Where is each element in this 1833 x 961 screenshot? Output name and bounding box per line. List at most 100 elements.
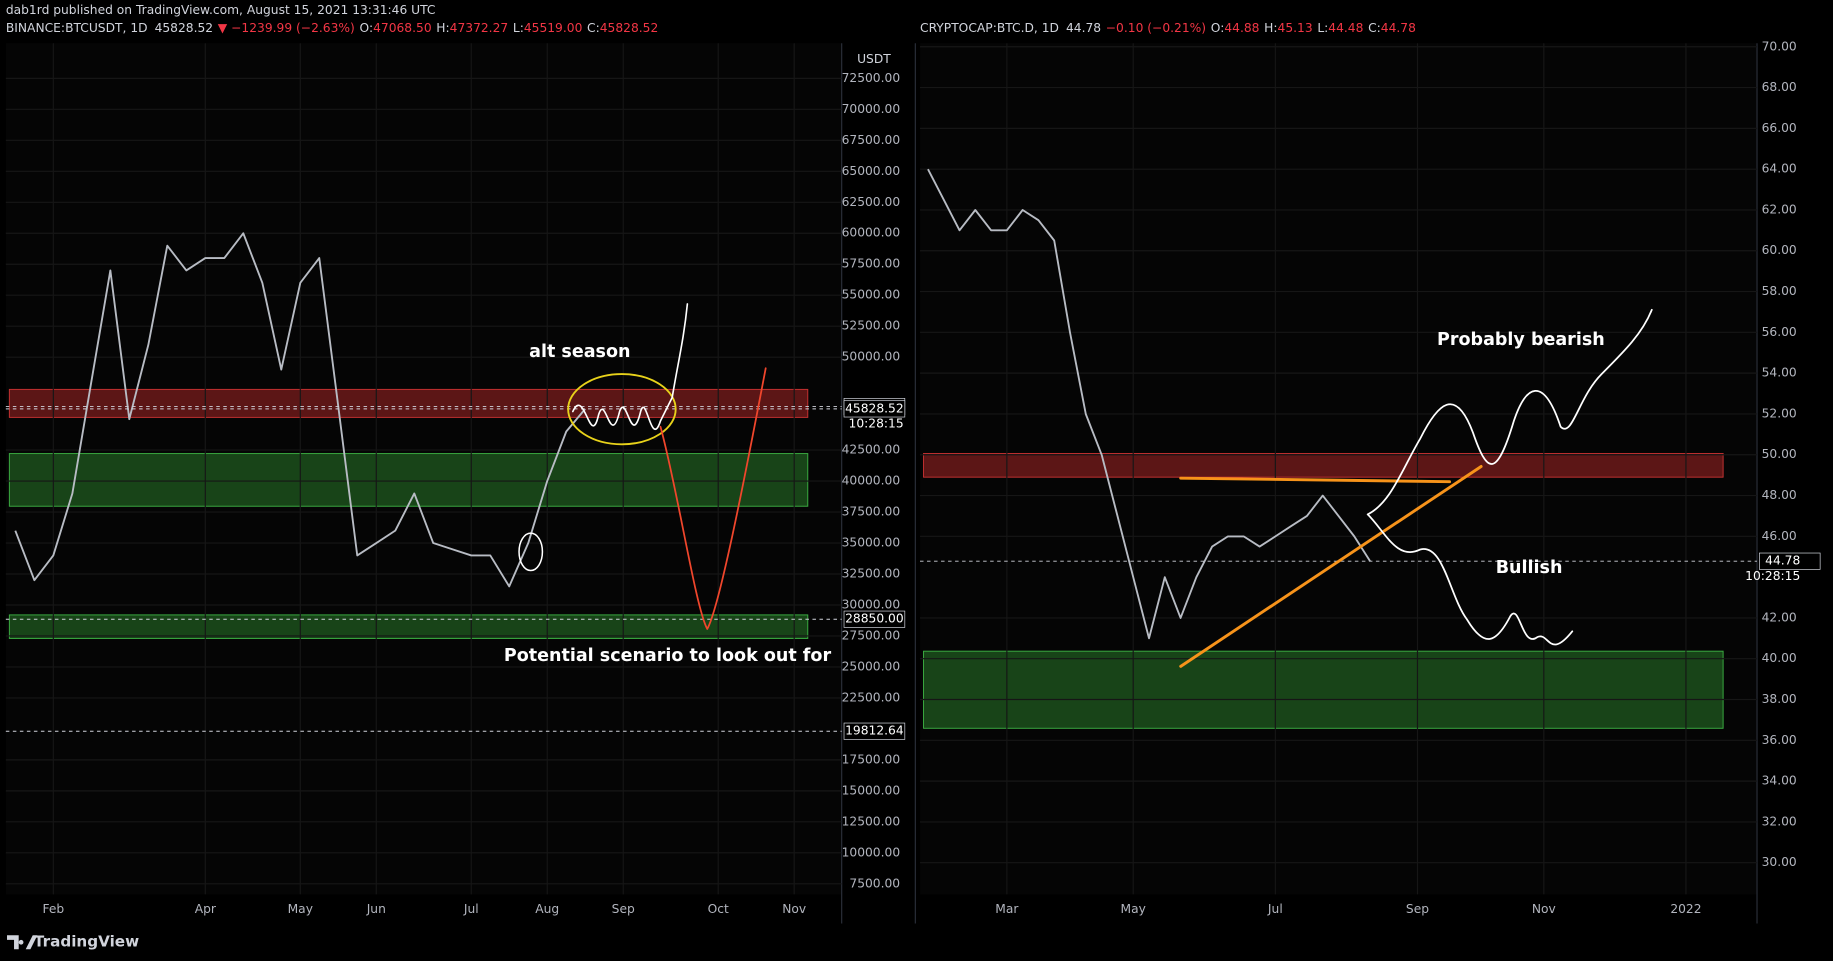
y-tick-label: 50000.00 bbox=[842, 350, 901, 364]
y-tick-label: 32.00 bbox=[1762, 814, 1797, 828]
bearish-drawing bbox=[1366, 308, 1653, 516]
y-tick-label: 30.00 bbox=[1762, 855, 1797, 869]
y-tick-label: 70.00 bbox=[1762, 39, 1797, 53]
x-tick-label: Jun bbox=[366, 902, 386, 916]
y-tick-label: 70000.00 bbox=[842, 102, 901, 116]
ohlc-value: 45.13 bbox=[1278, 21, 1313, 35]
y-tick-label: 27500.00 bbox=[842, 628, 901, 642]
x-tick-label: May bbox=[288, 902, 313, 916]
y-tick-label: 15000.00 bbox=[842, 783, 901, 797]
price-label: 45828.52 bbox=[845, 401, 904, 415]
series bbox=[5, 168, 1758, 732]
x-tick-label: Nov bbox=[1532, 902, 1556, 916]
y-tick-label: 65000.00 bbox=[842, 164, 901, 178]
x-tick-label: Sep bbox=[1406, 902, 1429, 916]
annotation: alt season bbox=[529, 342, 630, 362]
x-tick-label: May bbox=[1121, 902, 1146, 916]
price-line bbox=[14, 232, 586, 588]
ellipse-drawing bbox=[567, 373, 677, 446]
y-tick-label: 32500.00 bbox=[842, 567, 901, 581]
trend-line bbox=[1179, 465, 1483, 668]
publisher: dab1rd published on TradingView.com, Aug… bbox=[6, 3, 436, 17]
y-tick-label: 60.00 bbox=[1762, 243, 1797, 257]
scribble-drawing bbox=[571, 303, 689, 430]
y-tick-label: 46.00 bbox=[1762, 529, 1797, 543]
y-tick-label: 67500.00 bbox=[842, 133, 901, 147]
y-tick-label: 40000.00 bbox=[842, 474, 901, 488]
y-tick-label: 25000.00 bbox=[842, 659, 901, 673]
zone bbox=[8, 614, 809, 639]
symbol-title: CRYPTOCAP:BTC.D, 1D bbox=[920, 21, 1059, 35]
ohlc-key: O: bbox=[1211, 21, 1225, 35]
x-tick-label: Jul bbox=[1267, 902, 1283, 916]
y-tick-label: 72500.00 bbox=[842, 71, 901, 85]
y-tick-label: 12500.00 bbox=[842, 814, 901, 828]
price-label: 44.78 bbox=[1765, 554, 1800, 568]
zone bbox=[923, 650, 1724, 729]
symbol-header: BINANCE:BTCUSDT, 1D 45828.52 ▼ −1239.99 (−… bbox=[6, 21, 658, 35]
drawings bbox=[518, 303, 1653, 668]
change-value: −0.10 (−0.21%) bbox=[1106, 21, 1206, 35]
y-tick-label: 52.00 bbox=[1762, 406, 1797, 420]
ohlc-value: 47372.27 bbox=[450, 21, 509, 35]
zone bbox=[8, 453, 809, 507]
y-tick-label: 55000.00 bbox=[842, 288, 901, 302]
grid bbox=[5, 43, 1758, 895]
x-tick-label: Mar bbox=[995, 902, 1019, 916]
y-tick-label: 48.00 bbox=[1762, 488, 1797, 502]
bullish-drawing bbox=[1366, 513, 1574, 646]
price-label-box bbox=[843, 610, 906, 628]
y-tick-label: 7500.00 bbox=[849, 876, 900, 890]
ohlc-key: O: bbox=[360, 21, 374, 35]
y-tick-label: 34.00 bbox=[1762, 774, 1797, 788]
ohlc-value: 44.48 bbox=[1328, 21, 1363, 35]
y-tick-label: 64.00 bbox=[1762, 162, 1797, 176]
y-tick-label: 58.00 bbox=[1762, 284, 1797, 298]
last-value: 45828.52 bbox=[155, 21, 214, 35]
x-tick-label: Jul bbox=[463, 902, 479, 916]
countdown: 10:28:15 bbox=[1745, 569, 1800, 583]
y-tick-label: 17500.00 bbox=[842, 752, 901, 766]
last-value: 44.78 bbox=[1066, 21, 1101, 35]
x-tick-label: Feb bbox=[42, 902, 64, 916]
x-tick-label: Oct bbox=[708, 902, 729, 916]
footer-logo: TradingView bbox=[7, 933, 139, 951]
x-tick-label: 2022 bbox=[1670, 902, 1701, 916]
ohlc-key: H: bbox=[436, 21, 449, 35]
y-tick-label: 57500.00 bbox=[842, 257, 901, 271]
zones bbox=[8, 388, 1724, 729]
labels: BINANCE:BTCUSDT, 1D 45828.52 ▼ −1239.99 (−… bbox=[6, 21, 1821, 916]
y-tick-label: 37500.00 bbox=[842, 505, 901, 519]
footer-brand: TradingView bbox=[34, 933, 139, 951]
y-tick-label: 54.00 bbox=[1762, 366, 1797, 380]
ohlc-key: C: bbox=[1368, 21, 1381, 35]
ohlc-key: L: bbox=[513, 21, 524, 35]
y-tick-label: 42500.00 bbox=[842, 443, 901, 457]
resistance-line bbox=[1179, 476, 1452, 484]
ohlc-value: 45828.52 bbox=[600, 21, 659, 35]
price-label-box bbox=[843, 400, 906, 418]
x-tick-label: Apr bbox=[195, 902, 217, 916]
y-tick-label: 62.00 bbox=[1762, 202, 1797, 216]
y-tick-label: 35000.00 bbox=[842, 536, 901, 550]
price-label: 19812.64 bbox=[845, 724, 904, 738]
symbol-header: CRYPTOCAP:BTC.D, 1D 44.78 −0.10 (−0.21%) O:… bbox=[920, 21, 1416, 35]
circle-drawing bbox=[518, 532, 544, 572]
x-tick-label: Sep bbox=[612, 902, 635, 916]
price-line bbox=[927, 168, 1371, 640]
annotation: Potential scenario to look out for bbox=[504, 646, 832, 666]
change-value: ▼ −1239.99 (−2.63%) bbox=[218, 21, 355, 35]
ohlc-value: 44.78 bbox=[1381, 21, 1416, 35]
y-tick-label: 62500.00 bbox=[842, 195, 901, 209]
y-tick-label: 36.00 bbox=[1762, 733, 1797, 747]
symbol-title: BINANCE:BTCUSDT, 1D bbox=[6, 21, 148, 35]
ohlc-key: L: bbox=[1317, 21, 1328, 35]
y-tick-label: 56.00 bbox=[1762, 325, 1797, 339]
y-tick-label: 66.00 bbox=[1762, 121, 1797, 135]
zone bbox=[923, 453, 1724, 478]
y-tick-label: 42.00 bbox=[1762, 610, 1797, 624]
y-tick-label: 10000.00 bbox=[842, 845, 901, 859]
y-tick-label: 50.00 bbox=[1762, 447, 1797, 461]
